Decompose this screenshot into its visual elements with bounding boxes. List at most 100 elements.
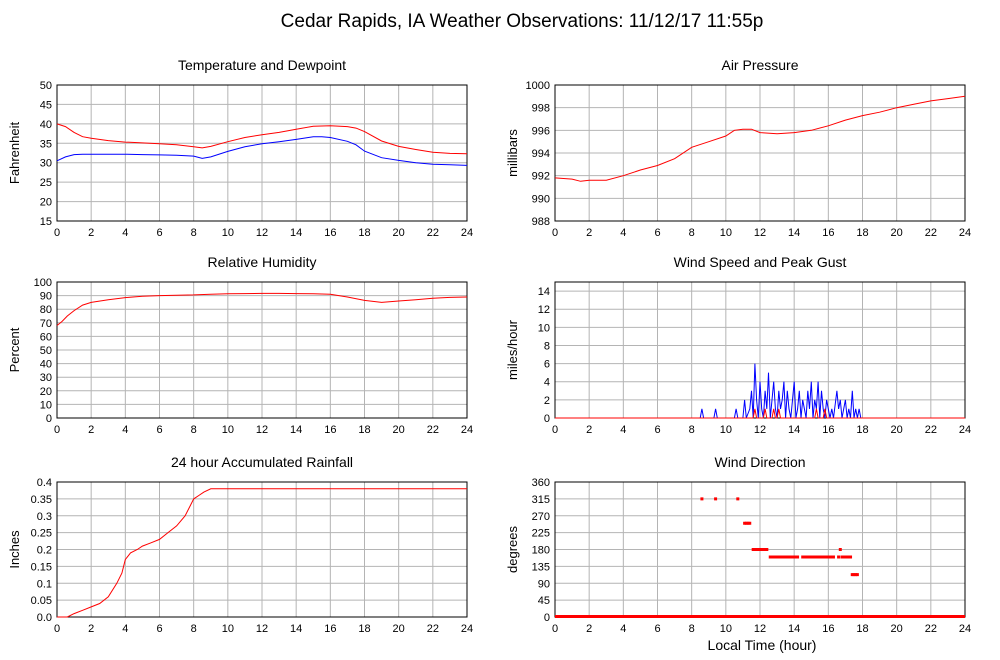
x-tick-label: 16 <box>822 424 834 436</box>
data-point <box>816 555 820 559</box>
y-tick-label: 20 <box>40 197 52 209</box>
data-point <box>825 555 829 559</box>
x-tick-label: 0 <box>552 623 558 635</box>
x-tick-label: 8 <box>191 227 197 239</box>
x-axis-label: Local Time (hour) <box>708 637 817 653</box>
y-tick-label: 992 <box>532 171 550 183</box>
y-tick-label: 0.35 <box>31 494 52 506</box>
y-tick-label: 0 <box>544 413 550 425</box>
x-tick-label: 4 <box>122 623 128 635</box>
y-tick-label: 0.05 <box>31 595 52 607</box>
data-point <box>802 555 806 559</box>
y-tick-label: 0 <box>46 413 52 425</box>
y-tick-label: 100 <box>34 277 52 289</box>
y-tick-label: 60 <box>40 331 52 343</box>
data-point <box>794 555 798 559</box>
y-tick-label: 90 <box>40 291 52 303</box>
data-point <box>751 548 755 551</box>
y-tick-label: 0.0 <box>37 612 52 624</box>
data-point <box>830 555 834 559</box>
x-tick-label: 6 <box>654 227 660 239</box>
data-point <box>820 555 823 559</box>
x-tick-label: 18 <box>358 424 370 436</box>
y-tick-label: 990 <box>532 193 550 205</box>
data-point <box>809 555 813 559</box>
x-tick-label: 18 <box>358 623 370 635</box>
y-tick-label: 2 <box>544 395 550 407</box>
x-tick-label: 10 <box>720 424 732 436</box>
y-tick-label: 12 <box>538 304 550 316</box>
x-tick-label: 12 <box>754 623 766 635</box>
x-tick-label: 20 <box>891 623 903 635</box>
data-point <box>755 548 759 551</box>
data-point <box>765 548 769 551</box>
y-axis-label: Fahrenheit <box>7 122 22 185</box>
data-point <box>785 555 789 559</box>
x-tick-label: 18 <box>856 424 868 436</box>
y-tick-label: 0.1 <box>37 578 52 590</box>
y-tick-label: 70 <box>40 318 52 330</box>
y-axis-label: miles/hour <box>505 319 520 380</box>
data-point <box>714 497 718 501</box>
x-tick-label: 20 <box>891 424 903 436</box>
x-tick-label: 10 <box>222 623 234 635</box>
data-point <box>808 555 812 559</box>
x-tick-label: 12 <box>256 623 268 635</box>
y-tick-label: 35 <box>40 138 52 150</box>
x-tick-label: 2 <box>586 424 592 436</box>
x-tick-label: 18 <box>856 623 868 635</box>
data-point <box>744 521 748 525</box>
x-tick-label: 8 <box>191 623 197 635</box>
data-point <box>826 555 830 559</box>
data-point <box>849 555 853 559</box>
x-tick-label: 22 <box>427 227 439 239</box>
chart-direction: 0 2 4 6 8 10 12 14 16 18 20 22 240459013518022527031… <box>505 454 971 635</box>
data-point <box>828 555 832 559</box>
y-tick-label: 0.3 <box>37 511 52 523</box>
y-tick-label: 40 <box>40 119 52 131</box>
y-axis-label: Percent <box>7 327 22 372</box>
x-tick-label: 2 <box>88 227 94 239</box>
x-tick-label: 14 <box>788 623 800 635</box>
data-point <box>780 555 784 559</box>
x-tick-label: 20 <box>393 623 405 635</box>
y-tick-label: 6 <box>544 359 550 371</box>
y-tick-label: 0.2 <box>37 545 52 557</box>
x-tick-label: 6 <box>156 227 162 239</box>
x-tick-label: 0 <box>552 424 558 436</box>
data-point <box>855 573 859 577</box>
data-point <box>746 521 750 525</box>
y-tick-label: 0 <box>544 612 550 624</box>
x-tick-label: 18 <box>358 227 370 239</box>
y-tick-label: 30 <box>40 372 52 384</box>
x-tick-label: 6 <box>156 623 162 635</box>
x-tick-label: 12 <box>256 227 268 239</box>
x-tick-label: 8 <box>689 424 695 436</box>
x-tick-label: 22 <box>427 623 439 635</box>
x-tick-label: 16 <box>822 227 834 239</box>
data-point <box>804 555 808 559</box>
data-point <box>758 548 762 551</box>
data-point <box>838 548 842 551</box>
x-tick-label: 8 <box>191 424 197 436</box>
x-tick-label: 6 <box>156 424 162 436</box>
series-line-1 <box>555 408 965 419</box>
y-tick-label: 988 <box>532 216 550 228</box>
x-tick-label: 24 <box>461 227 473 239</box>
x-tick-label: 2 <box>88 424 94 436</box>
data-point <box>777 555 781 559</box>
y-tick-label: 0.4 <box>37 477 52 489</box>
data-point <box>756 548 760 551</box>
data-point <box>789 555 793 559</box>
series-line-0 <box>554 95 966 182</box>
x-tick-label: 24 <box>461 424 473 436</box>
data-point <box>831 555 835 559</box>
x-tick-label: 22 <box>427 424 439 436</box>
data-point <box>790 555 794 559</box>
y-tick-label: 1000 <box>526 80 550 92</box>
data-point <box>787 555 791 559</box>
data-point <box>811 555 815 559</box>
x-tick-label: 14 <box>290 623 302 635</box>
y-tick-label: 15 <box>40 216 52 228</box>
